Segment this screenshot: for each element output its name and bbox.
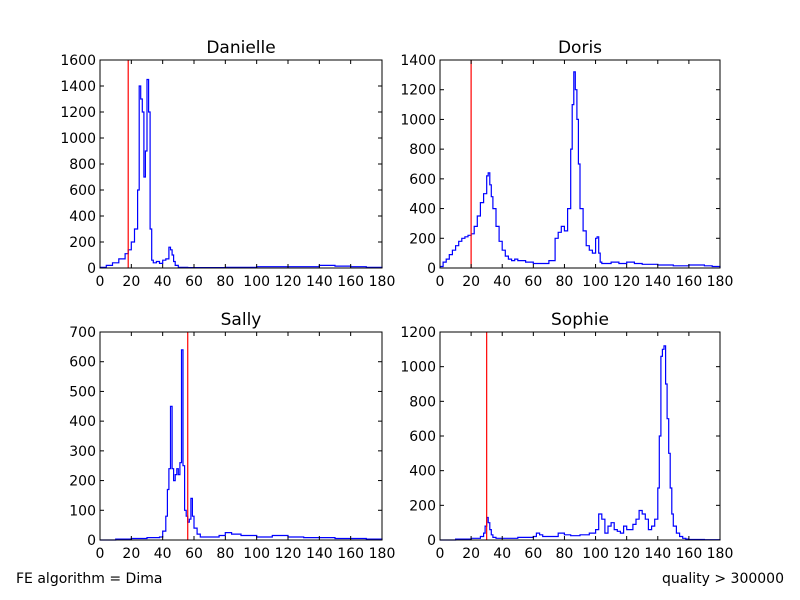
x-tick-label: 160 (337, 274, 364, 290)
x-tick-label: 80 (216, 546, 234, 562)
plot-title: Danielle (206, 38, 275, 58)
x-tick-label: 60 (185, 546, 203, 562)
x-tick-label: 20 (462, 546, 480, 562)
x-tick-label: 40 (493, 546, 511, 562)
y-tick-label: 800 (69, 157, 96, 173)
histogram-series-line (100, 78, 383, 269)
quality-threshold-label: quality > 300000 (662, 571, 784, 587)
x-tick-label: 40 (493, 274, 511, 290)
x-tick-label: 40 (154, 274, 172, 290)
plot-title: Sophie (551, 310, 609, 330)
axes-frame (439, 59, 721, 269)
y-tick-label: 0 (427, 261, 436, 277)
plot-title: Sally (221, 310, 262, 330)
x-tick-label: 20 (122, 546, 140, 562)
y-tick-label: 200 (409, 498, 436, 514)
subplot-danielle: Danielle 0 20 40 60 80 100 120 140 160 180 0 200 400 6… (60, 38, 395, 290)
axes-frame (439, 331, 721, 541)
y-tick-label: 800 (409, 394, 436, 410)
y-tick-label: 800 (409, 142, 436, 158)
y-tick-label: 200 (409, 231, 436, 247)
y-tick-label: 1600 (60, 53, 96, 69)
axes-frame (99, 59, 383, 269)
y-tick-label: 100 (69, 503, 96, 519)
y-tick-label: 400 (69, 209, 96, 225)
fe-algorithm-label: FE algorithm = Dima (16, 571, 163, 587)
y-tick-label: 300 (69, 444, 96, 460)
x-tick-label: 0 (96, 546, 105, 562)
x-tick-label: 140 (644, 274, 671, 290)
y-tick-label: 1200 (400, 83, 436, 99)
x-tick-label: 0 (436, 546, 445, 562)
x-tick-label: 60 (185, 274, 203, 290)
y-tick-label: 400 (409, 202, 436, 218)
y-tick-label: 1000 (400, 360, 436, 376)
y-tick-label: 400 (69, 414, 96, 430)
plot-title: Doris (558, 38, 602, 58)
x-tick-label: 120 (275, 274, 302, 290)
x-tick-label: 0 (436, 274, 445, 290)
x-tick-label: 20 (122, 274, 140, 290)
x-tick-label: 20 (462, 274, 480, 290)
subplot-doris: Doris 0 20 40 60 80 100 120 140 160 180 0 200 400 600 8… (400, 38, 733, 290)
histogram-series-line (440, 71, 721, 268)
y-tick-label: 1400 (60, 79, 96, 95)
x-tick-label: 100 (243, 546, 270, 562)
y-tick-label: 1000 (400, 112, 436, 128)
x-tick-label: 160 (676, 546, 703, 562)
x-tick-label: 120 (275, 546, 302, 562)
x-tick-label: 100 (582, 546, 609, 562)
x-tick-label: 40 (154, 546, 172, 562)
x-tick-label: 180 (707, 274, 734, 290)
x-tick-label: 100 (582, 274, 609, 290)
y-tick-label: 600 (409, 429, 436, 445)
x-tick-label: 140 (644, 546, 671, 562)
y-tick-label: 1200 (400, 325, 436, 341)
axes-frame (99, 331, 383, 541)
histogram-series-line (440, 345, 721, 541)
x-tick-label: 140 (306, 546, 333, 562)
y-tick-label: 0 (87, 261, 96, 277)
x-tick-label: 60 (524, 274, 542, 290)
x-tick-label: 100 (243, 274, 270, 290)
subplot-sally: Sally 0 20 40 60 80 100 120 140 160 180 0 100 200 300 4… (69, 310, 395, 562)
y-tick-label: 600 (409, 172, 436, 188)
x-tick-label: 80 (216, 274, 234, 290)
y-tick-label: 0 (427, 533, 436, 549)
x-tick-label: 160 (337, 546, 364, 562)
y-tick-label: 700 (69, 325, 96, 341)
x-tick-label: 80 (556, 546, 574, 562)
x-tick-label: 0 (96, 274, 105, 290)
y-tick-label: 600 (69, 183, 96, 199)
x-tick-label: 140 (306, 274, 333, 290)
x-tick-label: 180 (369, 546, 396, 562)
x-tick-label: 80 (556, 274, 574, 290)
y-tick-label: 1400 (400, 53, 436, 69)
x-tick-label: 120 (613, 274, 640, 290)
x-tick-label: 120 (613, 546, 640, 562)
y-tick-label: 500 (69, 384, 96, 400)
x-tick-label: 180 (707, 546, 734, 562)
x-tick-label: 60 (524, 546, 542, 562)
y-tick-label: 0 (87, 533, 96, 549)
histogram-series-line (100, 349, 383, 541)
y-tick-label: 400 (409, 464, 436, 480)
y-tick-label: 200 (69, 235, 96, 251)
x-tick-label: 180 (369, 274, 396, 290)
subplot-sophie: Sophie 0 20 40 60 80 100 120 140 160 180 0 200 400 600… (400, 310, 733, 562)
y-tick-label: 200 (69, 474, 96, 490)
x-tick-label: 160 (676, 274, 703, 290)
y-tick-label: 600 (69, 355, 96, 371)
y-tick-label: 1200 (60, 105, 96, 121)
y-tick-label: 1000 (60, 131, 96, 147)
